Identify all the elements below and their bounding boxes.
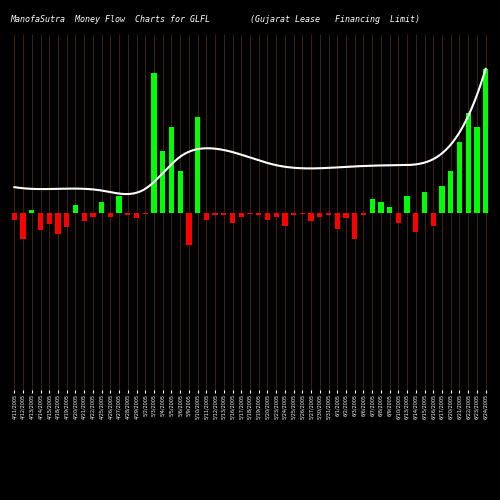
Bar [274,212,279,217]
Bar [483,69,488,212]
Bar [152,73,156,212]
Bar [169,128,174,212]
Bar [12,212,17,220]
Bar [212,212,218,216]
Bar [317,212,322,217]
Bar [466,113,471,212]
Bar [326,212,331,216]
Bar [474,128,480,212]
Bar [440,186,444,212]
Bar [430,212,436,226]
Bar [108,212,113,217]
Text: ManofaSutra  Money Flow  Charts for GLFL: ManofaSutra Money Flow Charts for GLFL [10,15,210,24]
Bar [308,212,314,222]
Bar [160,151,166,212]
Text: (Gujarat Lease   Financing  Limit): (Gujarat Lease Financing Limit) [250,15,420,24]
Bar [90,212,96,217]
Bar [134,212,139,218]
Bar [99,202,104,212]
Bar [352,212,358,239]
Bar [282,212,288,226]
Bar [404,196,409,212]
Bar [186,212,192,245]
Bar [204,212,209,220]
Bar [238,212,244,217]
Bar [178,172,183,212]
Bar [265,212,270,220]
Bar [64,212,70,227]
Bar [116,196,121,212]
Bar [448,172,454,212]
Bar [195,117,200,212]
Bar [413,212,418,232]
Bar [73,205,78,212]
Bar [56,212,60,234]
Bar [378,202,384,212]
Bar [396,212,401,223]
Bar [344,212,348,218]
Bar [256,212,262,216]
Bar [125,212,130,216]
Bar [82,212,87,222]
Bar [457,142,462,212]
Bar [248,212,252,214]
Bar [20,212,25,239]
Bar [370,200,375,212]
Bar [291,212,296,216]
Bar [230,212,235,223]
Bar [221,212,226,216]
Bar [361,212,366,216]
Bar [142,212,148,214]
Bar [38,212,43,230]
Bar [422,192,427,212]
Bar [46,212,52,224]
Bar [300,212,305,214]
Bar [29,210,34,212]
Bar [387,206,392,212]
Bar [334,212,340,228]
